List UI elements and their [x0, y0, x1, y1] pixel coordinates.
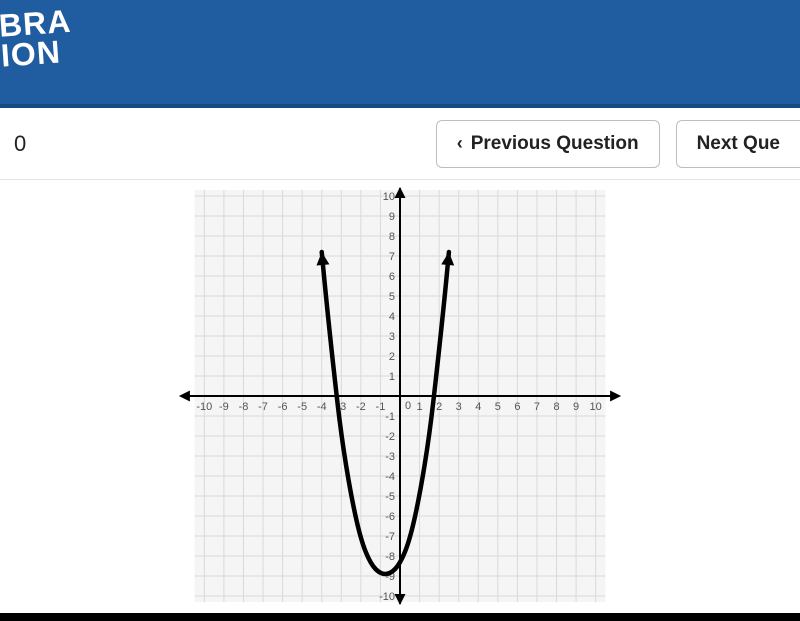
svg-text:-10: -10 [379, 591, 395, 603]
svg-text:1: 1 [417, 401, 423, 413]
svg-text:-2: -2 [356, 401, 366, 413]
svg-text:3: 3 [456, 401, 462, 413]
nav-buttons: ‹ Previous Question Next Que [436, 120, 800, 168]
app-header: BRA ION [0, 0, 800, 108]
svg-text:6: 6 [389, 271, 395, 283]
svg-text:9: 9 [389, 211, 395, 223]
svg-text:-3: -3 [385, 451, 395, 463]
brand-logo: BRA ION [0, 1, 81, 77]
svg-text:-4: -4 [317, 401, 327, 413]
chevron-left-icon: ‹ [457, 133, 463, 154]
chart-svg: -10-9-8-7-6-5-4-3-2-10123456789101234567… [175, 186, 625, 606]
next-button-label: Next Que [697, 133, 780, 155]
svg-text:-7: -7 [385, 531, 395, 543]
svg-text:-6: -6 [385, 511, 395, 523]
next-question-button[interactable]: Next Que [676, 120, 800, 168]
bottom-bar [0, 613, 800, 621]
question-nav: 0 ‹ Previous Question Next Que [0, 108, 800, 180]
svg-text:-9: -9 [219, 401, 229, 413]
svg-text:8: 8 [389, 231, 395, 243]
svg-text:10: 10 [590, 401, 602, 413]
svg-text:-10: -10 [196, 401, 212, 413]
svg-text:7: 7 [534, 401, 540, 413]
previous-question-button[interactable]: ‹ Previous Question [436, 120, 660, 168]
content-area: -10-9-8-7-6-5-4-3-2-10123456789101234567… [0, 180, 800, 613]
svg-text:-6: -6 [278, 401, 288, 413]
prev-button-label: Previous Question [471, 133, 639, 155]
svg-text:1: 1 [389, 371, 395, 383]
svg-text:3: 3 [389, 331, 395, 343]
svg-text:4: 4 [389, 311, 395, 323]
svg-text:-2: -2 [385, 431, 395, 443]
svg-text:5: 5 [495, 401, 501, 413]
svg-text:2: 2 [389, 351, 395, 363]
question-counter: 0 [14, 131, 26, 157]
svg-text:-1: -1 [376, 401, 386, 413]
svg-text:-8: -8 [385, 551, 395, 563]
svg-text:2: 2 [436, 401, 442, 413]
svg-text:-5: -5 [297, 401, 307, 413]
svg-text:8: 8 [553, 401, 559, 413]
svg-text:4: 4 [475, 401, 481, 413]
svg-text:5: 5 [389, 291, 395, 303]
svg-text:0: 0 [405, 400, 411, 412]
svg-text:7: 7 [389, 251, 395, 263]
svg-text:6: 6 [514, 401, 520, 413]
svg-text:-7: -7 [258, 401, 268, 413]
svg-text:9: 9 [573, 401, 579, 413]
svg-text:10: 10 [383, 191, 395, 203]
svg-text:-5: -5 [385, 491, 395, 503]
brand-line2: ION [0, 36, 74, 71]
svg-text:-4: -4 [385, 471, 395, 483]
svg-text:-8: -8 [239, 401, 249, 413]
svg-text:-1: -1 [385, 411, 395, 423]
parabola-chart: -10-9-8-7-6-5-4-3-2-10123456789101234567… [175, 186, 625, 606]
